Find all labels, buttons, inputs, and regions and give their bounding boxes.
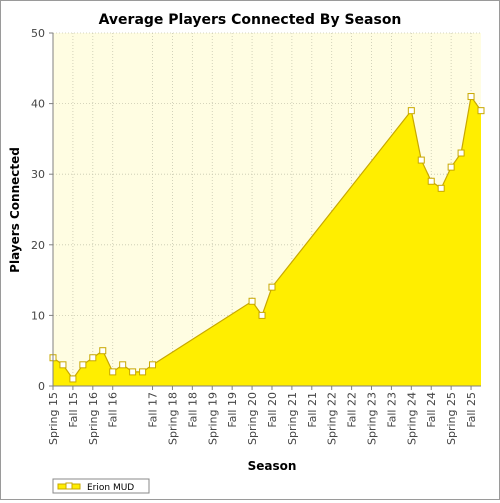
x-tick-label: Spring 21 bbox=[286, 392, 299, 445]
x-tick-label: Spring 25 bbox=[445, 392, 458, 445]
data-point bbox=[79, 361, 87, 369]
data-point bbox=[139, 368, 147, 376]
data-point bbox=[457, 149, 465, 157]
data-point bbox=[407, 107, 415, 115]
series-area bbox=[53, 96, 481, 386]
data-point bbox=[268, 283, 276, 291]
series-line bbox=[52, 95, 482, 380]
x-tick-label: Fall 22 bbox=[346, 392, 359, 428]
y-tick-label: 50 bbox=[31, 27, 45, 40]
y-tick-label: 10 bbox=[31, 309, 45, 322]
x-axis-label: Season bbox=[248, 459, 297, 473]
x-tick-label: Spring 22 bbox=[326, 392, 339, 445]
data-point bbox=[477, 107, 485, 115]
x-tick-label: Fall 18 bbox=[186, 392, 199, 428]
x-tick-label: Spring 24 bbox=[405, 392, 418, 445]
data-point bbox=[69, 375, 77, 383]
data-point bbox=[119, 361, 127, 369]
legend: Erion MUD bbox=[52, 478, 150, 494]
legend-label: Erion MUD bbox=[87, 483, 134, 493]
x-tick-label: Fall 15 bbox=[67, 392, 80, 428]
data-point bbox=[99, 347, 107, 355]
x-tick-label: Fall 24 bbox=[425, 392, 438, 428]
y-tick-label: 40 bbox=[31, 98, 45, 111]
x-tick-label: Spring 15 bbox=[47, 392, 60, 445]
x-tick-label: Fall 23 bbox=[385, 392, 398, 428]
x-tick-label: Fall 17 bbox=[147, 392, 160, 428]
y-tick-label: 30 bbox=[31, 168, 45, 181]
y-tick-label: 20 bbox=[31, 239, 45, 252]
data-point bbox=[89, 354, 97, 362]
x-tick-label: Spring 18 bbox=[166, 392, 179, 445]
data-point bbox=[59, 361, 67, 369]
data-point bbox=[248, 297, 256, 305]
data-point bbox=[129, 368, 137, 376]
legend-marker bbox=[65, 482, 73, 490]
x-tick-label: Fall 16 bbox=[107, 392, 120, 428]
data-point bbox=[149, 361, 157, 369]
data-point bbox=[447, 163, 455, 171]
data-point bbox=[417, 156, 425, 164]
x-tick-label: Fall 19 bbox=[226, 392, 239, 428]
x-tick-label: Fall 25 bbox=[465, 392, 478, 428]
data-point bbox=[427, 177, 435, 185]
x-tick-label: Spring 19 bbox=[206, 392, 219, 445]
data-point bbox=[109, 368, 117, 376]
x-tick-label: Spring 16 bbox=[87, 392, 100, 445]
chart-title: Average Players Connected By Season bbox=[99, 12, 402, 28]
y-tick-label: 0 bbox=[38, 380, 45, 393]
plot-area: 0 10 20 30 40 50 Spring 15 Fall 15 Spring 16 Fall… bbox=[31, 27, 485, 445]
data-point bbox=[467, 93, 475, 101]
x-tick-label: Fall 21 bbox=[306, 392, 319, 428]
x-tick-label: Fall 20 bbox=[266, 392, 279, 428]
data-point bbox=[437, 184, 445, 192]
x-tick-label: Spring 20 bbox=[246, 392, 259, 445]
y-axis-label: Players Connected bbox=[8, 147, 22, 273]
data-point bbox=[258, 311, 266, 319]
x-tick-label: Spring 23 bbox=[366, 392, 379, 445]
